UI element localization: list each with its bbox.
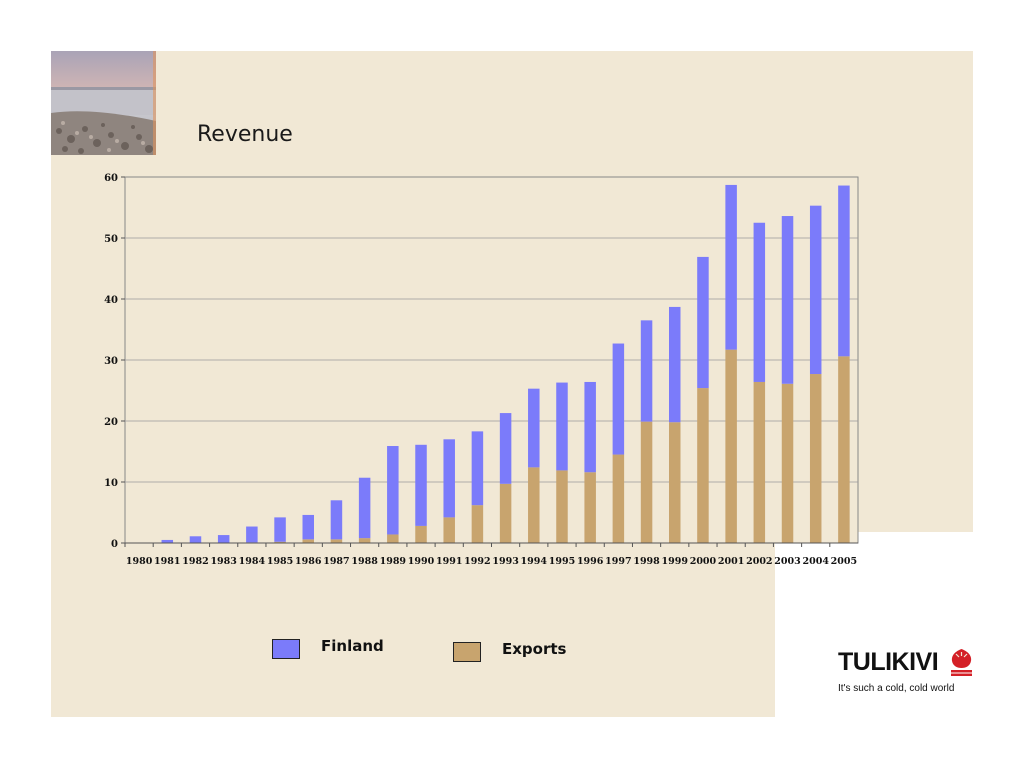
bar-exports-2000 [697,388,709,543]
x-tick-label: 1993 [492,556,518,567]
bar-finland-1997 [612,343,625,455]
bar-finland-1989 [387,446,399,535]
legend-label-exports: Exports [502,640,567,658]
x-tick-label: 1985 [267,556,293,567]
bar-finland-1987 [330,500,343,540]
x-tick-label: 1980 [126,556,153,567]
bar-exports-2001 [725,349,737,543]
bar-finland-1990 [415,444,427,526]
bar-finland-1981 [161,539,174,543]
tulikivi-logo: TULIKIVI It's such a cold, cold world [838,648,978,698]
x-tick-label: 1981 [154,556,180,567]
y-tick-label: 30 [104,356,118,367]
bar-finland-1983 [217,535,230,543]
bar-exports-1991 [443,517,455,543]
legend-swatch-finland [272,639,300,659]
bar-exports-1996 [584,472,596,543]
x-tick-label: 1983 [210,556,236,567]
logo-wordmark: TULIKIVI [838,648,939,676]
bar-finland-2003 [781,216,794,384]
bar-finland-1996 [584,381,596,473]
x-tick-label: 1997 [605,556,631,567]
x-tick-label: 1982 [182,556,208,567]
bar-exports-1989 [387,534,399,543]
x-tick-label: 1996 [577,556,604,567]
flame-logo-icon [951,649,972,676]
bar-exports-2004 [809,374,822,543]
bar-finland-2004 [809,205,822,375]
legend-swatch-exports [453,642,481,662]
x-tick-label: 1998 [633,556,660,567]
x-tick-label: 2000 [690,556,717,567]
bar-exports-1993 [499,483,512,543]
bar-finland-1991 [443,439,455,518]
x-tick-label: 1995 [549,556,575,567]
x-tick-label: 1988 [351,556,378,567]
logo-tagline: It's such a cold, cold world [838,683,955,694]
x-tick-label: 1991 [436,556,462,567]
bar-exports-2005 [838,356,850,543]
bar-finland-2000 [697,256,709,389]
bar-finland-1984 [246,526,258,543]
bar-finland-2005 [838,185,850,357]
bar-exports-1990 [415,525,427,543]
bar-exports-2002 [753,381,766,543]
bar-exports-1987 [330,539,343,543]
bar-exports-1999 [669,422,681,543]
bar-finland-1986 [302,514,314,540]
bar-finland-1988 [358,477,371,539]
bar-exports-1985 [274,541,286,543]
bar-exports-1992 [471,505,484,543]
y-tick-label: 0 [111,539,118,550]
legend-label-finland: Finland [321,637,384,655]
x-tick-label: 1992 [464,556,490,567]
x-tick-label: 1987 [323,556,349,567]
y-tick-label: 20 [104,417,118,428]
slide-title: Revenue [197,122,293,147]
bar-finland-1994 [528,388,540,468]
x-tick-label: 2005 [831,556,857,567]
x-tick-label: 1999 [662,556,689,567]
bar-exports-1995 [556,470,568,543]
bar-finland-2002 [753,222,766,382]
bar-finland-1998 [640,320,653,422]
bar-exports-1986 [302,539,314,543]
bar-finland-2001 [725,184,737,350]
x-tick-label: 1986 [295,556,322,567]
y-tick-label: 40 [104,295,118,306]
x-tick-label: 2001 [718,556,744,567]
bar-exports-1997 [612,454,625,543]
bar-finland-1985 [274,517,286,542]
legend-item-exports: Exports [453,640,566,662]
x-tick-label: 2003 [774,556,800,567]
y-tick-label: 60 [104,173,118,184]
x-tick-label: 2004 [802,556,829,567]
x-tick-label: 1994 [521,556,548,567]
bar-finland-1982 [189,536,202,543]
x-tick-label: 2002 [746,556,772,567]
bar-exports-1994 [528,467,540,543]
x-tick-label: 1990 [408,556,435,567]
y-tick-label: 50 [104,234,118,245]
x-tick-label: 1989 [380,556,407,567]
y-tick-label: 10 [104,478,118,489]
bar-finland-1999 [669,306,681,423]
legend-item-finland: Finland [272,637,384,659]
slide-background-lower [51,532,775,717]
seascape-photo [51,51,156,155]
bar-finland-1992 [471,431,484,506]
bar-exports-2003 [781,383,794,543]
bar-finland-1993 [499,413,512,484]
bar-exports-1998 [640,421,653,543]
x-tick-label: 1984 [239,556,266,567]
bar-exports-1988 [358,538,371,543]
bar-finland-1995 [556,382,568,471]
